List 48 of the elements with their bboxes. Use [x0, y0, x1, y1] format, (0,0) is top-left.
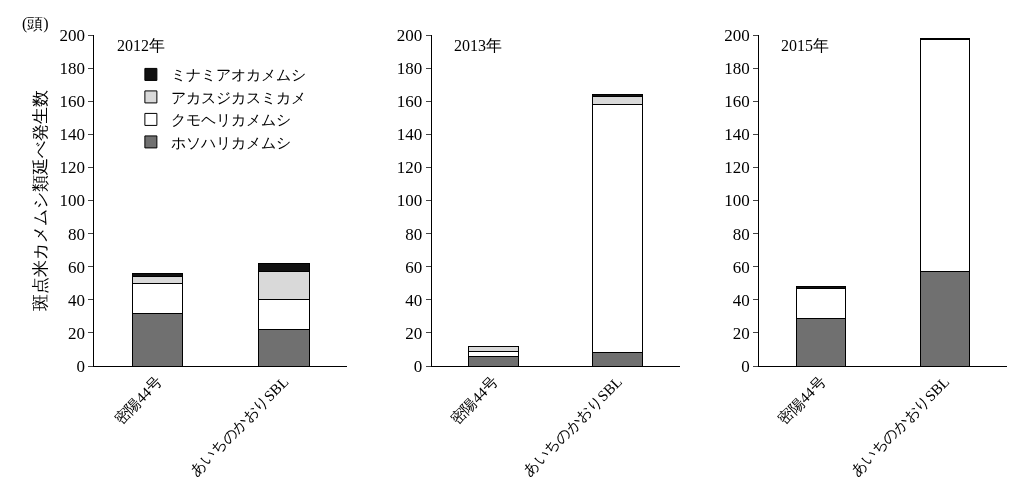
y-tick-label: 80 — [68, 224, 85, 244]
y-tick-label: 160 — [724, 92, 750, 112]
y-tick-label: 120 — [724, 158, 750, 178]
y-tick-label: 100 — [396, 191, 423, 211]
y-tick-label: 160 — [59, 92, 85, 112]
y-tick-label: 140 — [396, 125, 423, 145]
y-tick-label: 200 — [396, 25, 423, 45]
x-tick-label: あいちのかおりSBL — [520, 373, 626, 479]
y-tick-label: 180 — [59, 59, 85, 79]
chart-title: 2013年 — [454, 37, 502, 54]
y-tick-label: 200 — [724, 25, 750, 45]
y-tick-label: 0 — [413, 356, 423, 376]
text: (頭) — [22, 15, 49, 33]
y-tick-label: 160 — [396, 92, 423, 112]
y-tick-label: 60 — [68, 257, 85, 277]
y-tick-label: 120 — [396, 158, 423, 178]
x-tick-label: 密陽44号 — [774, 373, 829, 428]
chart-title: 2015年 — [781, 37, 829, 54]
y-tick-label: 180 — [724, 59, 750, 79]
y-tick-label: 40 — [405, 290, 423, 310]
y-tick-label: 100 — [724, 191, 750, 211]
y-tick-label: 80 — [405, 224, 423, 244]
y-tick-label: 100 — [59, 191, 85, 211]
x-tick-label: 密陽44号 — [447, 373, 502, 428]
y-tick-label: 20 — [68, 323, 85, 343]
y-axis-title: 斑点米カメムシ類延べ発生数 — [31, 90, 51, 311]
y-tick-label: 20 — [405, 323, 423, 343]
y-tick-label: 60 — [405, 257, 423, 277]
x-tick-label: 密陽44号 — [111, 373, 166, 428]
legend-label: クモヘリカメムシ — [170, 112, 291, 129]
y-tick-label: 40 — [68, 290, 85, 310]
y-tick-label: 0 — [76, 356, 85, 376]
y-tick-label: 60 — [732, 257, 750, 277]
x-tick-label: あいちのかおりSBL — [186, 373, 292, 479]
y-tick-label: 20 — [732, 323, 750, 343]
y-tick-label: 140 — [724, 125, 750, 145]
y-tick-label: 140 — [59, 125, 85, 145]
legend-label: ミナミアオカメムシ — [170, 67, 306, 84]
y-tick-label: 40 — [732, 290, 750, 310]
y-tick-label: 120 — [59, 158, 85, 178]
x-tick-label: あいちのかおりSBL — [847, 373, 953, 479]
chart-title: 2012年 — [117, 37, 165, 54]
legend-label: アカスジカスミカメ — [170, 89, 306, 106]
y-tick-label: 180 — [396, 59, 423, 79]
legend-label: ホソハリカメムシ — [170, 134, 291, 151]
y-tick-label: 200 — [59, 25, 85, 45]
y-tick-label: 0 — [741, 356, 750, 376]
y-tick-label: 80 — [732, 224, 750, 244]
